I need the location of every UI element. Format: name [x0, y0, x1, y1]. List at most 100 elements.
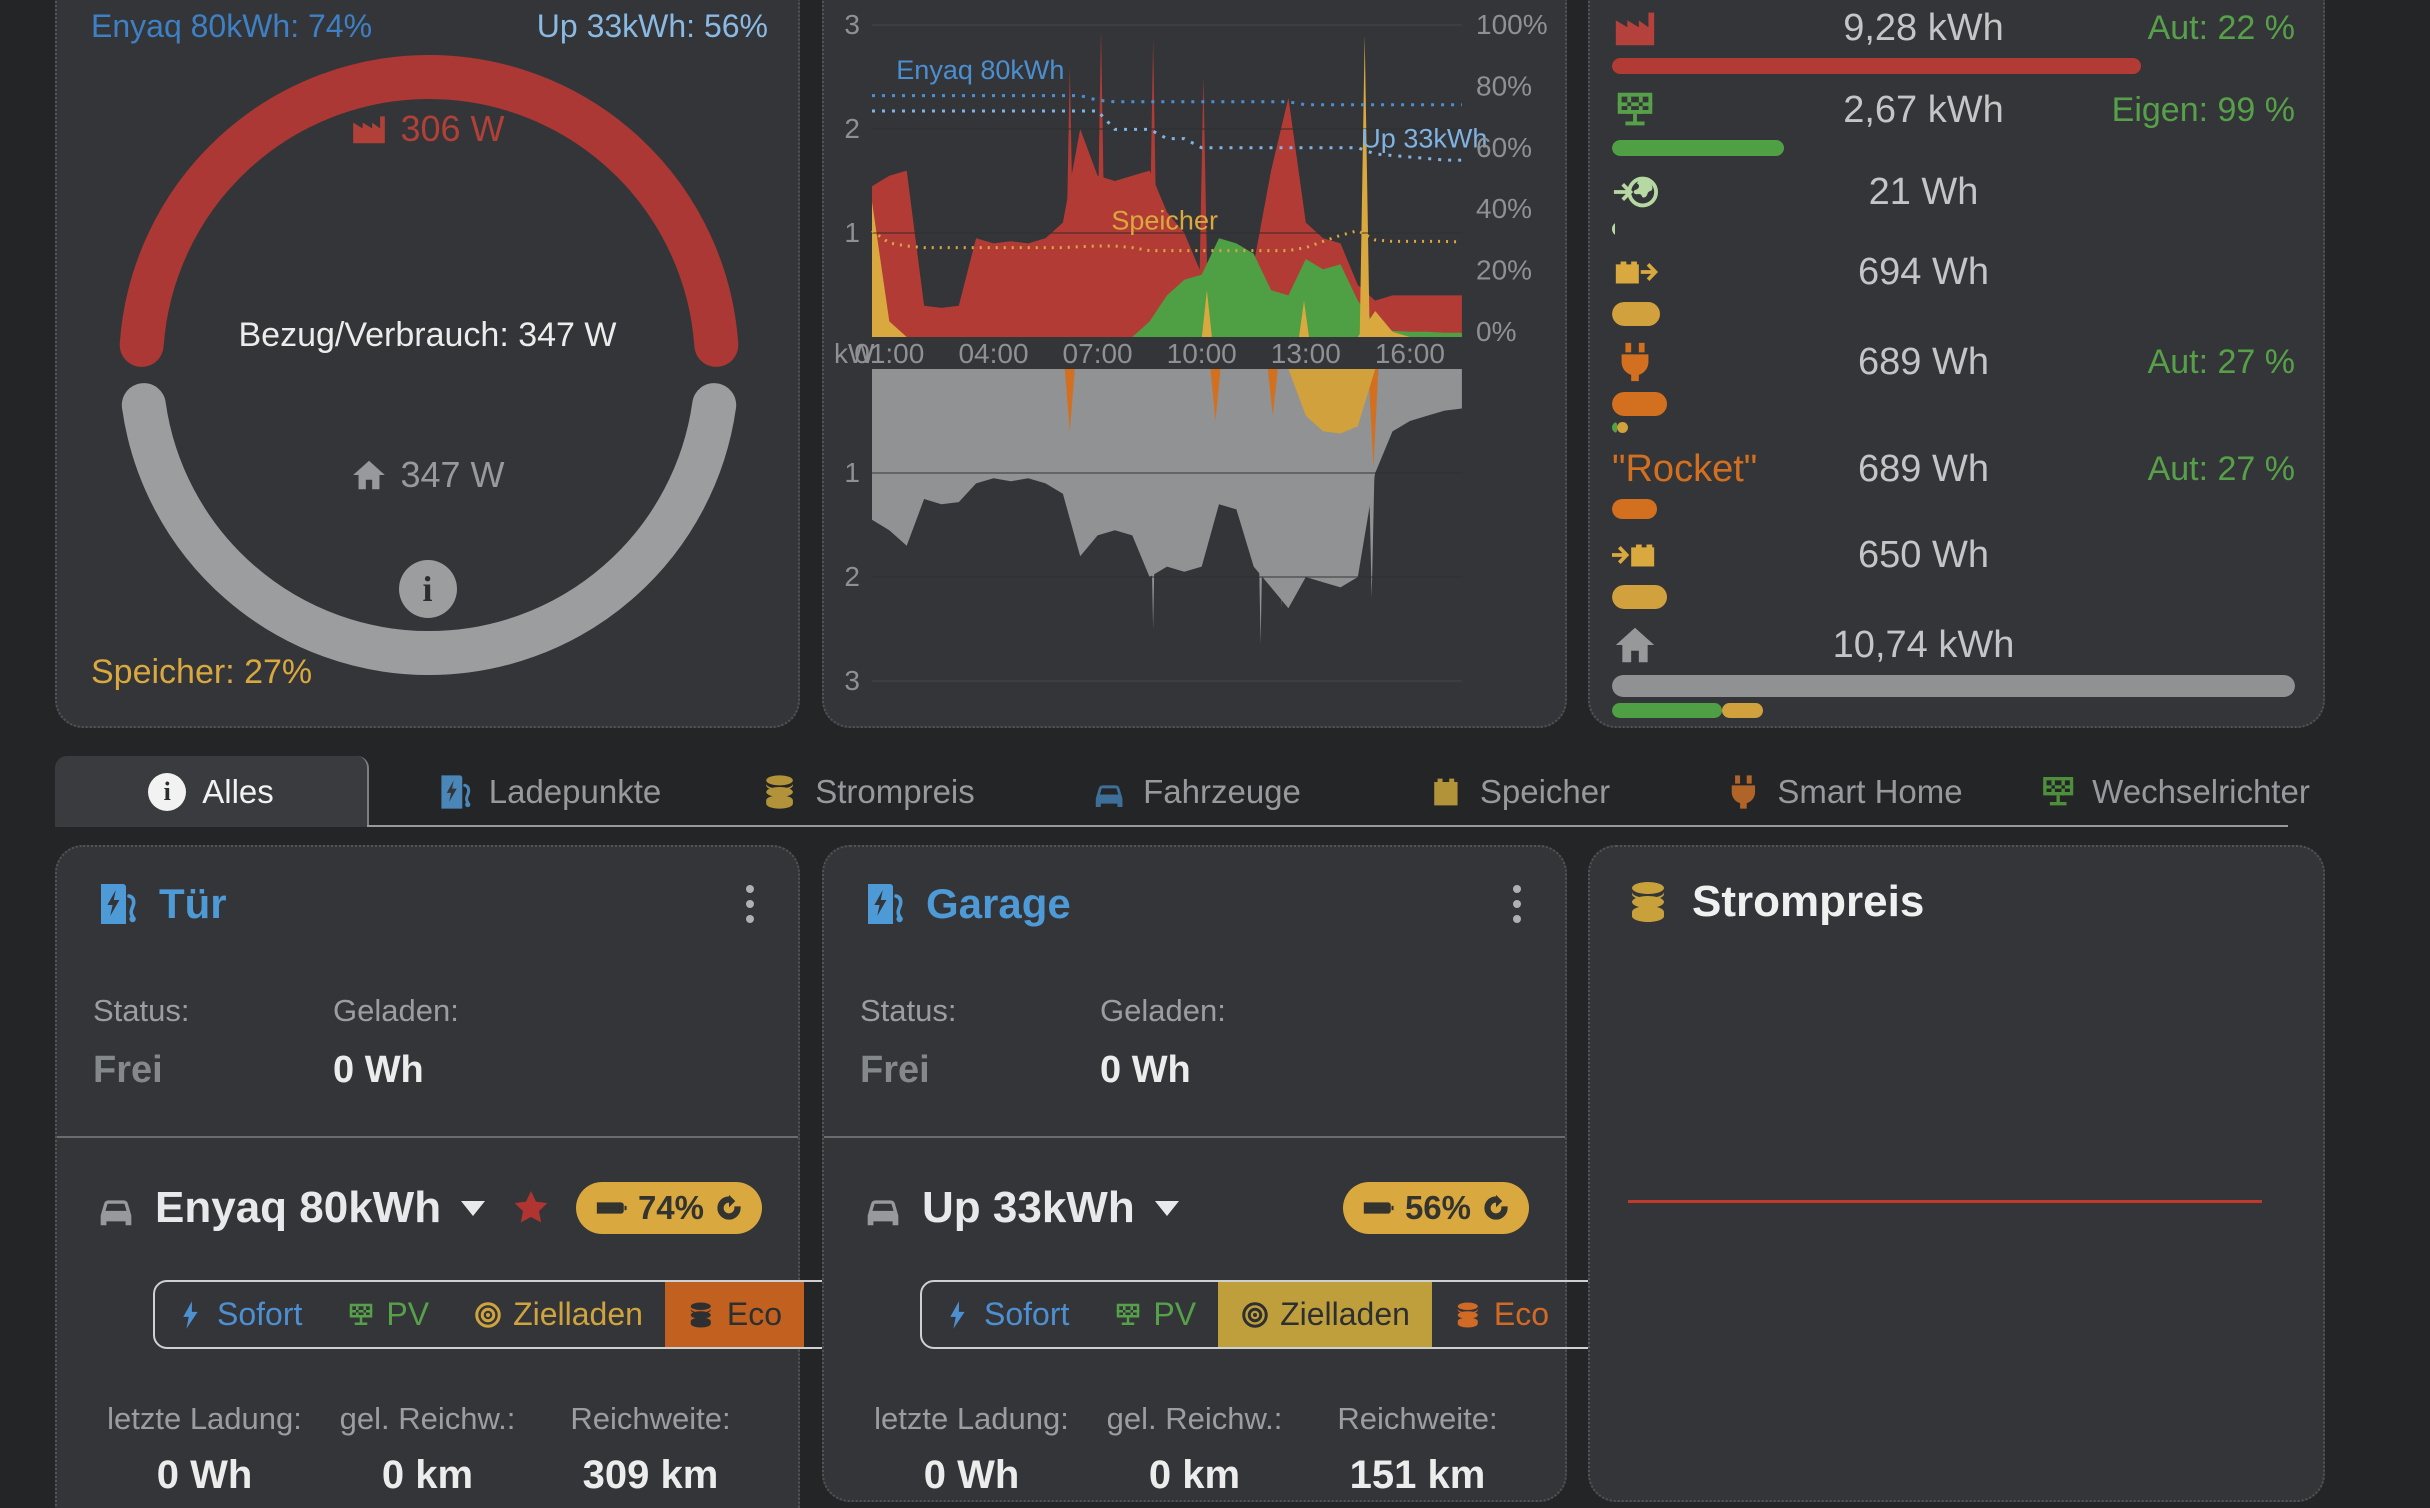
stat-cell: letzte Ladung: 0 Wh	[860, 1401, 1083, 1498]
energy-value: 650 Wh	[1858, 533, 1989, 576]
mode-button-sofort[interactable]: Sofort	[922, 1282, 1091, 1347]
energy-bar	[1612, 58, 2295, 74]
mode-button-eco[interactable]: Eco	[664, 1282, 805, 1347]
chevron-down-icon[interactable]	[1154, 1200, 1179, 1216]
factory-icon	[1612, 5, 1762, 51]
status-label: Status:	[860, 993, 957, 1028]
solar-panel-icon	[1113, 1300, 1143, 1330]
target-icon	[1240, 1300, 1270, 1330]
kebab-menu-button[interactable]	[738, 877, 762, 931]
tab-label: Ladepunkte	[488, 772, 662, 810]
energy-tag: Aut: 27 %	[2147, 449, 2295, 488]
energy-bar	[1612, 302, 2295, 326]
energy-bar	[1612, 422, 2295, 433]
tab-fahrzeuge[interactable]: Fahrzeuge	[1089, 756, 1301, 827]
gauge-info-button[interactable]: i	[398, 560, 457, 618]
status-section: Status: Geladen: Frei 0 Wh	[93, 993, 762, 1092]
status-value: Frei	[860, 1049, 930, 1091]
stat-value: 0 Wh	[156, 1453, 253, 1497]
energy-value: 10,74 kWh	[1832, 623, 2015, 666]
tab-speicher[interactable]: Speicher	[1426, 756, 1610, 827]
grid-power-value: 306 W	[400, 108, 505, 149]
mode-label: Sofort	[984, 1296, 1070, 1332]
storage-soc-label: Speicher: 27%	[91, 653, 313, 691]
grid-power-row: 306 W	[57, 108, 798, 150]
target-icon	[473, 1300, 503, 1330]
divider	[57, 1136, 798, 1138]
stat-value: 309 km	[582, 1453, 719, 1497]
tab-ladepunkte[interactable]: Ladepunkte	[435, 756, 662, 827]
car-icon	[860, 1185, 906, 1231]
charged-value: 0 Wh	[1100, 1049, 1191, 1091]
loadpoint-title: Garage	[926, 880, 1071, 927]
plug-icon	[1723, 772, 1763, 812]
energy-value: 2,67 kWh	[1843, 88, 2004, 131]
status-value: Frei	[93, 1049, 163, 1091]
tab-alles[interactable]: i Alles	[55, 756, 369, 827]
energy-value: 9,28 kWh	[1843, 6, 2004, 49]
energy-bar	[1612, 585, 2295, 609]
charger-icon	[93, 880, 141, 928]
mode-button-zielladen[interactable]: Zielladen	[451, 1282, 665, 1347]
solar-panel-icon	[346, 1300, 376, 1330]
vehicle-soc-badge[interactable]: 56%	[1342, 1182, 1529, 1234]
mode-button-pv[interactable]: PV	[1091, 1282, 1218, 1347]
vehicle-soc-value: 74%	[637, 1189, 704, 1226]
solar-panel-icon	[2038, 772, 2078, 812]
energy-row-3: 694 Wh	[1612, 248, 2295, 326]
charger-icon	[435, 772, 475, 812]
vehicle-row: Enyaq 80kWh 74%	[93, 1182, 762, 1234]
tab-smart-home[interactable]: Smart Home	[1723, 756, 1963, 827]
svg-text:100%: 100%	[1476, 9, 1548, 40]
energy-row-0: 9,28 kWh Aut: 22 %	[1612, 4, 2295, 74]
svg-text:20%: 20%	[1476, 255, 1532, 286]
energy-value: 689 Wh	[1858, 340, 1989, 383]
mode-label: Zielladen	[513, 1296, 643, 1332]
mode-button-sofort[interactable]: Sofort	[155, 1282, 324, 1347]
svg-text:10:00: 10:00	[1167, 338, 1237, 369]
mode-button-pv[interactable]: PV	[324, 1282, 451, 1347]
chevron-down-icon[interactable]	[461, 1200, 486, 1216]
mode-button-eco[interactable]: Eco	[1432, 1282, 1571, 1347]
svg-text:1: 1	[844, 457, 860, 488]
svg-text:kW: kW	[834, 338, 875, 369]
kebab-menu-button[interactable]	[1505, 877, 1529, 931]
vehicle-name[interactable]: Enyaq 80kWh	[155, 1183, 442, 1232]
mode-label: Eco	[726, 1296, 783, 1332]
solar-panel-icon	[1612, 87, 1762, 133]
charge-stats: letzte Ladung: 0 Wh gel. Reichw.: 0 km Reich…	[93, 1401, 762, 1498]
plug-icon	[1612, 339, 1762, 385]
series-Hausverbrauch	[872, 369, 1462, 609]
energy-row-2: 21 Wh	[1612, 168, 2295, 236]
battery-out-icon	[1612, 249, 1762, 295]
globe-arrow-icon	[1612, 169, 1762, 215]
coins-icon	[1454, 1300, 1484, 1330]
mode-button-zielladen[interactable]: Zielladen	[1218, 1282, 1432, 1347]
vehicle-name[interactable]: Up 33kWh	[922, 1183, 1135, 1232]
tab-strompreis[interactable]: Strompreis	[761, 756, 975, 827]
house-power-value: 347 W	[400, 454, 505, 495]
svg-text:0%: 0%	[1476, 316, 1516, 347]
refresh-icon[interactable]	[1481, 1193, 1511, 1223]
charged-label: Geladen:	[333, 993, 459, 1028]
energy-bar	[1612, 675, 2295, 697]
energy-bar	[1612, 499, 2295, 519]
tab-wechselrichter[interactable]: Wechselrichter	[2038, 756, 2310, 827]
tab-label: Wechselrichter	[2092, 772, 2310, 810]
energy-summary-card: 9,28 kWh Aut: 22 % 2,67 kWh Eigen: 99 % 21 W…	[1588, 0, 2325, 728]
vehicle-soc-badge[interactable]: 74%	[575, 1182, 762, 1234]
status-label: Status:	[93, 993, 190, 1028]
stat-cell: letzte Ladung: 0 Wh	[93, 1401, 316, 1498]
refresh-icon[interactable]	[714, 1193, 744, 1223]
house-arc	[121, 383, 737, 675]
energy-value: 689 Wh	[1858, 447, 1989, 490]
gauge-vehicle-left-label: Enyaq 80kWh: 74%	[91, 8, 373, 44]
energy-row-4: 689 Wh Aut: 27 %	[1612, 338, 2295, 433]
soc-label-Enyaq 80kWh: Enyaq 80kWh	[896, 55, 1064, 85]
grid-arc	[119, 54, 739, 367]
battery-icon	[594, 1191, 628, 1225]
vehicle-soc-value: 56%	[1404, 1189, 1471, 1226]
power-history-card: Enyaq 80kWh Up 33kWh Speicher 3 2 1 1 2 3 kW 01:00…	[822, 0, 1567, 728]
price-card: Strompreis	[1588, 845, 2325, 1502]
favorite-star-icon[interactable]	[511, 1188, 551, 1228]
